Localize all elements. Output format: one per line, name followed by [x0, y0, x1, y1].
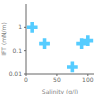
- svg-text:0.1: 0.1: [12, 47, 22, 54]
- svg-text:Salinity (g/l): Salinity (g/l): [42, 88, 78, 94]
- svg-text:50: 50: [53, 76, 61, 83]
- svg-text:0: 0: [24, 76, 28, 83]
- svg-text:0.01: 0.01: [9, 70, 23, 77]
- svg-text:IFT (mN/m): IFT (mN/m): [0, 22, 7, 56]
- svg-text:1: 1: [18, 23, 22, 30]
- svg-text:100: 100: [82, 76, 94, 83]
